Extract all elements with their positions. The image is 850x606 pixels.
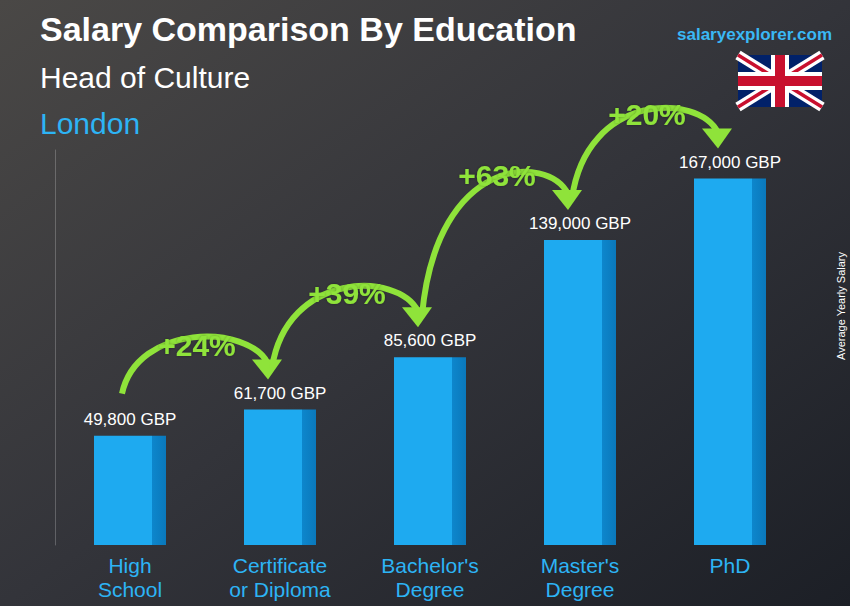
svg-text:salaryexplorer.com: salaryexplorer.com bbox=[677, 25, 832, 44]
svg-text:139,000 GBP: 139,000 GBP bbox=[529, 214, 631, 233]
svg-text:Salary Comparison By Education: Salary Comparison By Education bbox=[40, 10, 577, 48]
svg-text:Master's: Master's bbox=[541, 554, 620, 577]
svg-text:49,800 GBP: 49,800 GBP bbox=[84, 410, 177, 429]
svg-text:Head of Culture: Head of Culture bbox=[40, 61, 250, 94]
svg-text:High: High bbox=[108, 554, 151, 577]
svg-text:London: London bbox=[40, 107, 140, 140]
svg-text:+63%: +63% bbox=[458, 159, 536, 192]
svg-text:+39%: +39% bbox=[308, 277, 386, 310]
svg-text:85,600 GBP: 85,600 GBP bbox=[384, 331, 477, 350]
svg-text:167,000 GBP: 167,000 GBP bbox=[679, 153, 781, 172]
svg-text:Certificate: Certificate bbox=[233, 554, 328, 577]
svg-text:Average Yearly Salary: Average Yearly Salary bbox=[835, 251, 847, 360]
svg-text:Degree: Degree bbox=[396, 578, 465, 601]
svg-text:PhD: PhD bbox=[710, 554, 751, 577]
svg-text:or Diploma: or Diploma bbox=[229, 578, 331, 601]
svg-text:61,700 GBP: 61,700 GBP bbox=[234, 384, 327, 403]
svg-text:Bachelor's: Bachelor's bbox=[381, 554, 478, 577]
svg-text:+24%: +24% bbox=[158, 329, 236, 362]
svg-text:Degree: Degree bbox=[546, 578, 615, 601]
svg-text:School: School bbox=[98, 578, 162, 601]
svg-text:+20%: +20% bbox=[608, 98, 686, 131]
